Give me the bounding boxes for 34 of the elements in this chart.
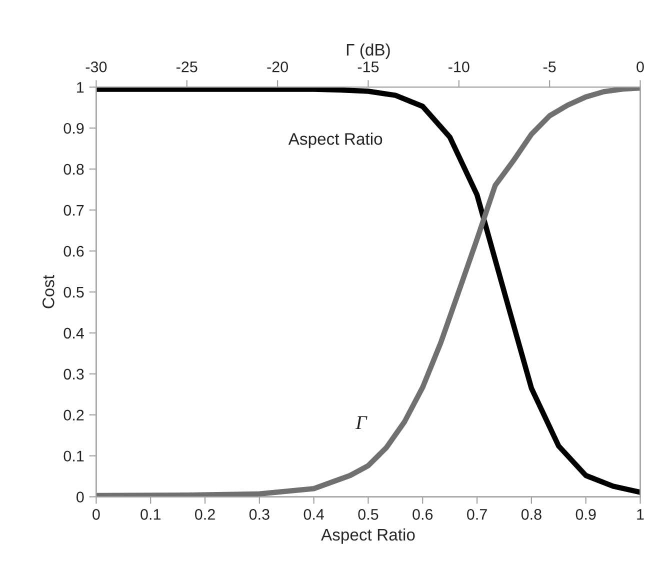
x2-axis-title: Γ (dB) <box>346 43 390 59</box>
y-tick-label: 0.9 <box>64 122 84 134</box>
y-tick-label: 0.2 <box>64 410 84 421</box>
x-tick-label: 0.2 <box>194 509 215 520</box>
y-tick-label: 0 <box>76 492 84 502</box>
x2-tick-label: -20 <box>267 61 288 72</box>
y-tick-label: 0.6 <box>64 246 84 257</box>
x2-tick-label: -15 <box>358 62 379 72</box>
x-tick-label: 0.1 <box>140 509 160 520</box>
x2-tick-label: -5 <box>543 62 556 72</box>
y-tick-label: 0.3 <box>64 368 84 380</box>
y-tick-label: 0.8 <box>64 164 84 175</box>
x2-tick-label: 0 <box>636 61 644 72</box>
x-tick-label: 0.3 <box>249 509 270 520</box>
x2-tick-label: -30 <box>86 61 107 72</box>
x2-tick-label: -10 <box>448 61 470 72</box>
annotation: Γ <box>355 416 368 429</box>
y-tick-label: 0.1 <box>64 450 84 462</box>
x-tick-label: 0.8 <box>521 509 542 520</box>
annotation: Aspect Ratio <box>288 132 382 148</box>
y-tick-label: 0.5 <box>64 286 84 298</box>
x-axis-title: Aspect Ratio <box>321 528 415 544</box>
x-tick-label: 0.9 <box>576 509 596 520</box>
y-tick-label: 0.7 <box>64 204 84 216</box>
y-tick-label: 1 <box>77 82 84 93</box>
x-tick-label: 0.7 <box>467 509 487 520</box>
x-tick-label: 0.5 <box>358 509 378 520</box>
x-tick-label: 1 <box>637 509 644 520</box>
y-axis-title: Cost <box>42 274 54 308</box>
x-tick-label: 0.4 <box>304 509 324 520</box>
y-tick-label: 0.4 <box>64 328 84 339</box>
x2-tick-label: -25 <box>176 61 198 72</box>
x-tick-label: 0.6 <box>412 509 433 520</box>
x-tick-label: 0 <box>92 509 100 520</box>
